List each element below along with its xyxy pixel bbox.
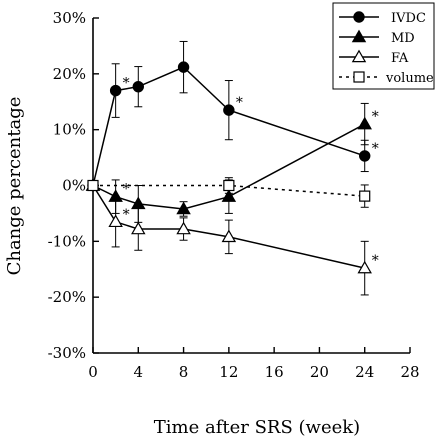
- legend-label-volume: volume: [385, 71, 434, 86]
- x-axis-label: Time after SRS (week): [154, 417, 360, 438]
- legend-marker-volume: [353, 71, 365, 83]
- significance-mark: *: [372, 141, 379, 157]
- data-point-volume: [87, 179, 99, 192]
- significance-mark: *: [123, 76, 130, 92]
- legend-item-fa: FA: [339, 49, 409, 66]
- legend-marker-md: [351, 29, 367, 43]
- data-point-volume: [359, 190, 371, 202]
- legend-item-volume: volume: [339, 71, 434, 86]
- series-volume: [87, 177, 371, 208]
- data-point-md: [176, 201, 191, 215]
- x-tick-label: 28: [400, 363, 419, 381]
- x-tick-label: 24: [355, 363, 374, 381]
- series-md: **: [85, 102, 379, 223]
- legend-label-fa: FA: [391, 51, 409, 66]
- series-ivdc: * * *: [87, 40, 379, 192]
- y-tick-label: 10%: [53, 121, 86, 139]
- data-point-fa: [131, 221, 146, 235]
- x-tick-label: 4: [134, 363, 144, 381]
- x-tick-label: 12: [219, 363, 238, 381]
- data-point-ivdc: [177, 61, 190, 73]
- significance-mark: *: [372, 109, 379, 125]
- data-point-md: [357, 116, 372, 130]
- legend-marker-fa: [351, 49, 367, 63]
- series-line-ivdc: [92, 66, 365, 186]
- series-line-fa: [92, 185, 365, 269]
- significance-mark: *: [372, 253, 379, 269]
- legend-item-md: MD: [339, 29, 415, 46]
- y-tick-label: -30%: [48, 344, 86, 362]
- significance-mark: *: [236, 95, 243, 111]
- data-point-fa: [221, 229, 237, 243]
- y-tick-label: 30%: [53, 9, 86, 27]
- legend-label-ivdc: IVDC: [391, 11, 426, 26]
- y-tick-label: 20%: [53, 65, 86, 83]
- y-tick-label: -10%: [48, 232, 86, 250]
- data-point-ivdc: [132, 80, 144, 93]
- x-tick-label: 0: [88, 363, 98, 381]
- legend-item-ivdc: IVDC: [339, 11, 426, 26]
- legend: IVDC MD FA volume: [332, 2, 435, 90]
- series-line-md: [92, 123, 366, 210]
- y-tick-label: 0%: [62, 177, 86, 195]
- data-point-ivdc: [109, 84, 122, 97]
- legend-marker-ivdc: [353, 11, 365, 23]
- tick-marks: -30% -20% -10% 0% 10% 20% 30% 0 4 8 12 16 20 24 28: [48, 9, 420, 381]
- data-point-ivdc: [223, 104, 235, 116]
- data-point-fa: [357, 260, 372, 274]
- data-point-fa: [176, 221, 191, 235]
- significance-mark: *: [123, 207, 130, 223]
- data-point-volume: [223, 179, 235, 192]
- x-tick-label: 8: [179, 363, 189, 381]
- x-tick-label: 16: [265, 363, 284, 381]
- data-point-fa: [108, 214, 123, 228]
- legend-label-md: MD: [391, 31, 415, 46]
- y-axis-label: Change percentage: [4, 97, 25, 276]
- data-point-ivdc: [359, 150, 371, 162]
- series-layer: *******: [85, 40, 379, 296]
- significance-mark: *: [123, 182, 130, 198]
- data-point-md: [221, 189, 237, 202]
- x-tick-label: 20: [310, 363, 329, 381]
- y-tick-label: -20%: [48, 288, 86, 306]
